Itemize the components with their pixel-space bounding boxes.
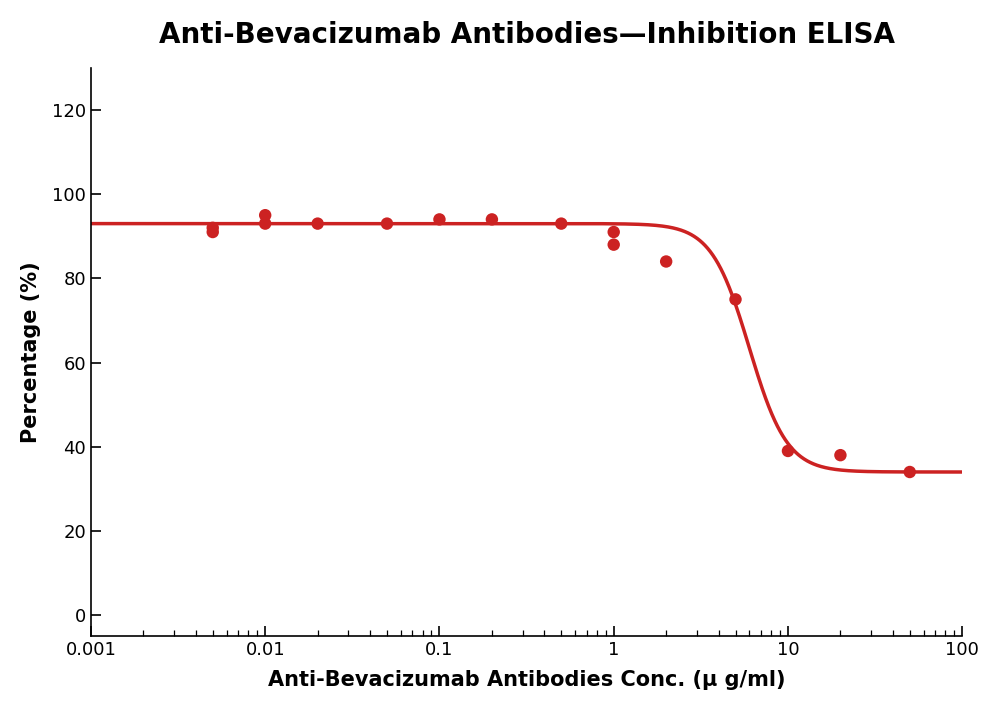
Point — [484, 214, 500, 225]
Point — [832, 449, 848, 461]
Point — [310, 218, 326, 229]
Point — [257, 210, 273, 221]
Y-axis label: Percentage (%): Percentage (%) — [21, 261, 41, 443]
Point — [902, 466, 918, 478]
Point — [205, 226, 221, 237]
X-axis label: Anti-Bevacizumab Antibodies Conc. (μ g/ml): Anti-Bevacizumab Antibodies Conc. (μ g/m… — [268, 670, 785, 690]
Title: Anti-Bevacizumab Antibodies—Inhibition ELISA: Anti-Bevacizumab Antibodies—Inhibition E… — [159, 21, 895, 49]
Point — [780, 445, 796, 456]
Point — [658, 256, 674, 267]
Point — [379, 218, 395, 229]
Point — [553, 218, 569, 229]
Point — [431, 214, 447, 225]
Point — [205, 222, 221, 233]
Point — [606, 226, 622, 237]
Point — [257, 218, 273, 229]
Point — [606, 239, 622, 250]
Point — [728, 294, 744, 305]
